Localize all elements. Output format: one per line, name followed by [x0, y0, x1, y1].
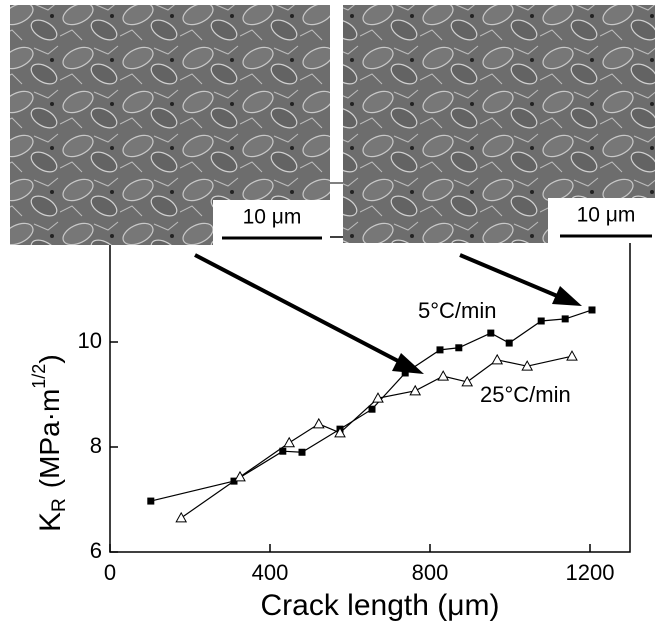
marker	[401, 369, 409, 377]
y-axis-label-part: (MPa·m	[34, 389, 65, 489]
marker	[455, 344, 463, 352]
x-tick-label: 800	[412, 560, 449, 585]
series-line	[180, 355, 573, 519]
marker	[566, 350, 578, 361]
marker	[487, 329, 495, 337]
marker	[561, 315, 569, 323]
arrow-head	[392, 353, 424, 374]
y-axis-label-part: )	[34, 354, 65, 363]
marker	[436, 346, 444, 354]
y-axis-label-part: R	[49, 498, 70, 512]
marker	[368, 405, 376, 413]
y-axis-label: KR (MPa·m1/2)	[29, 354, 70, 532]
marker	[372, 392, 384, 403]
marker	[537, 317, 545, 325]
arrow	[459, 253, 563, 300]
arrow-head	[552, 286, 582, 306]
arrow	[194, 253, 401, 364]
scale-label: 10 μm	[243, 206, 302, 229]
y-tick-label: 8	[90, 433, 102, 458]
x-axis-label: Crack length (μm)	[260, 589, 499, 622]
marker	[298, 448, 306, 456]
y-axis-label-part: 1/2	[29, 364, 49, 389]
marker	[279, 447, 287, 455]
plot-area: 0 400 800 1200 6 8 10 Crack length (μm) KR (MPa·m…	[29, 236, 631, 622]
marker	[505, 339, 513, 347]
marker	[437, 370, 450, 381]
y-axis-label-part: K	[34, 512, 67, 532]
marker	[334, 426, 346, 438]
marker	[409, 384, 422, 396]
x-tick-label: 0	[104, 560, 116, 585]
marker	[312, 417, 325, 429]
scale-label: 10 μm	[577, 204, 636, 227]
marker	[283, 436, 296, 448]
y-tick-label: 6	[90, 538, 102, 563]
marker	[234, 470, 246, 482]
marker	[521, 360, 534, 371]
marker	[175, 511, 188, 523]
arrows	[194, 253, 582, 374]
y-tick-label: 10	[78, 328, 102, 353]
x-tick-label: 400	[252, 560, 289, 585]
micrograph-left: 10 μm	[10, 5, 330, 245]
series-label: 25°C/min	[480, 382, 571, 407]
series-label: 5°C/min	[418, 298, 496, 323]
marker	[491, 353, 504, 365]
marker	[147, 497, 155, 505]
micrograph-right: 10 μm	[343, 5, 655, 243]
marker	[461, 375, 474, 387]
x-tick-label: 1200	[566, 560, 615, 585]
marker	[588, 306, 596, 314]
